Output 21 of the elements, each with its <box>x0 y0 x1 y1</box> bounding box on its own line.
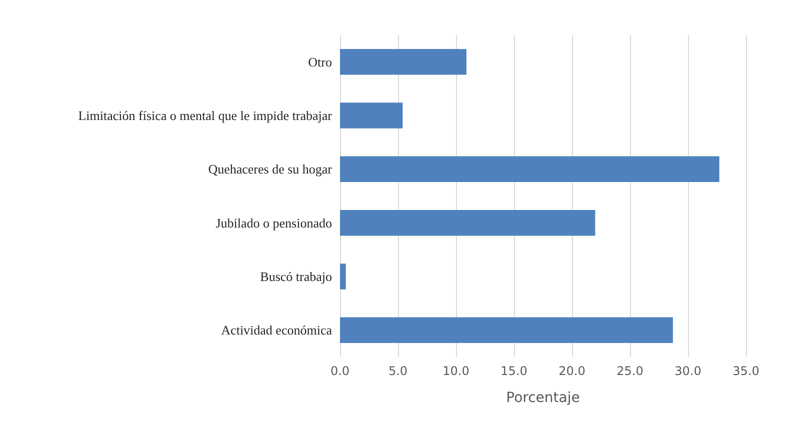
x-tick-label: 5.0 <box>388 364 408 378</box>
y-tick-label: Jubilado o pensionado <box>216 215 332 230</box>
x-tick-label: 35.0 <box>732 364 760 378</box>
x-tick-label: 10.0 <box>442 364 470 378</box>
y-tick-label: Buscó trabajo <box>260 269 332 284</box>
x-tick-label: 15.0 <box>500 364 528 378</box>
bar <box>340 156 720 182</box>
x-tick-label: 20.0 <box>558 364 586 378</box>
y-tick-label: Quehaceres de su hogar <box>208 162 333 177</box>
bar <box>340 48 466 75</box>
x-axis-title: Porcentaje <box>506 390 580 406</box>
bar <box>340 102 403 128</box>
bar <box>340 317 673 344</box>
x-tick-label: 25.0 <box>616 364 644 378</box>
bar <box>340 210 596 236</box>
y-tick-label: Actividad económica <box>221 322 332 338</box>
y-tick-label: Limitación física o mental que le impide trabajar <box>78 108 333 123</box>
bar <box>340 264 346 290</box>
y-tick-label: Otro <box>308 54 332 70</box>
x-tick-label: 0.0 <box>330 364 350 378</box>
x-tick-label: 30.0 <box>674 364 702 378</box>
